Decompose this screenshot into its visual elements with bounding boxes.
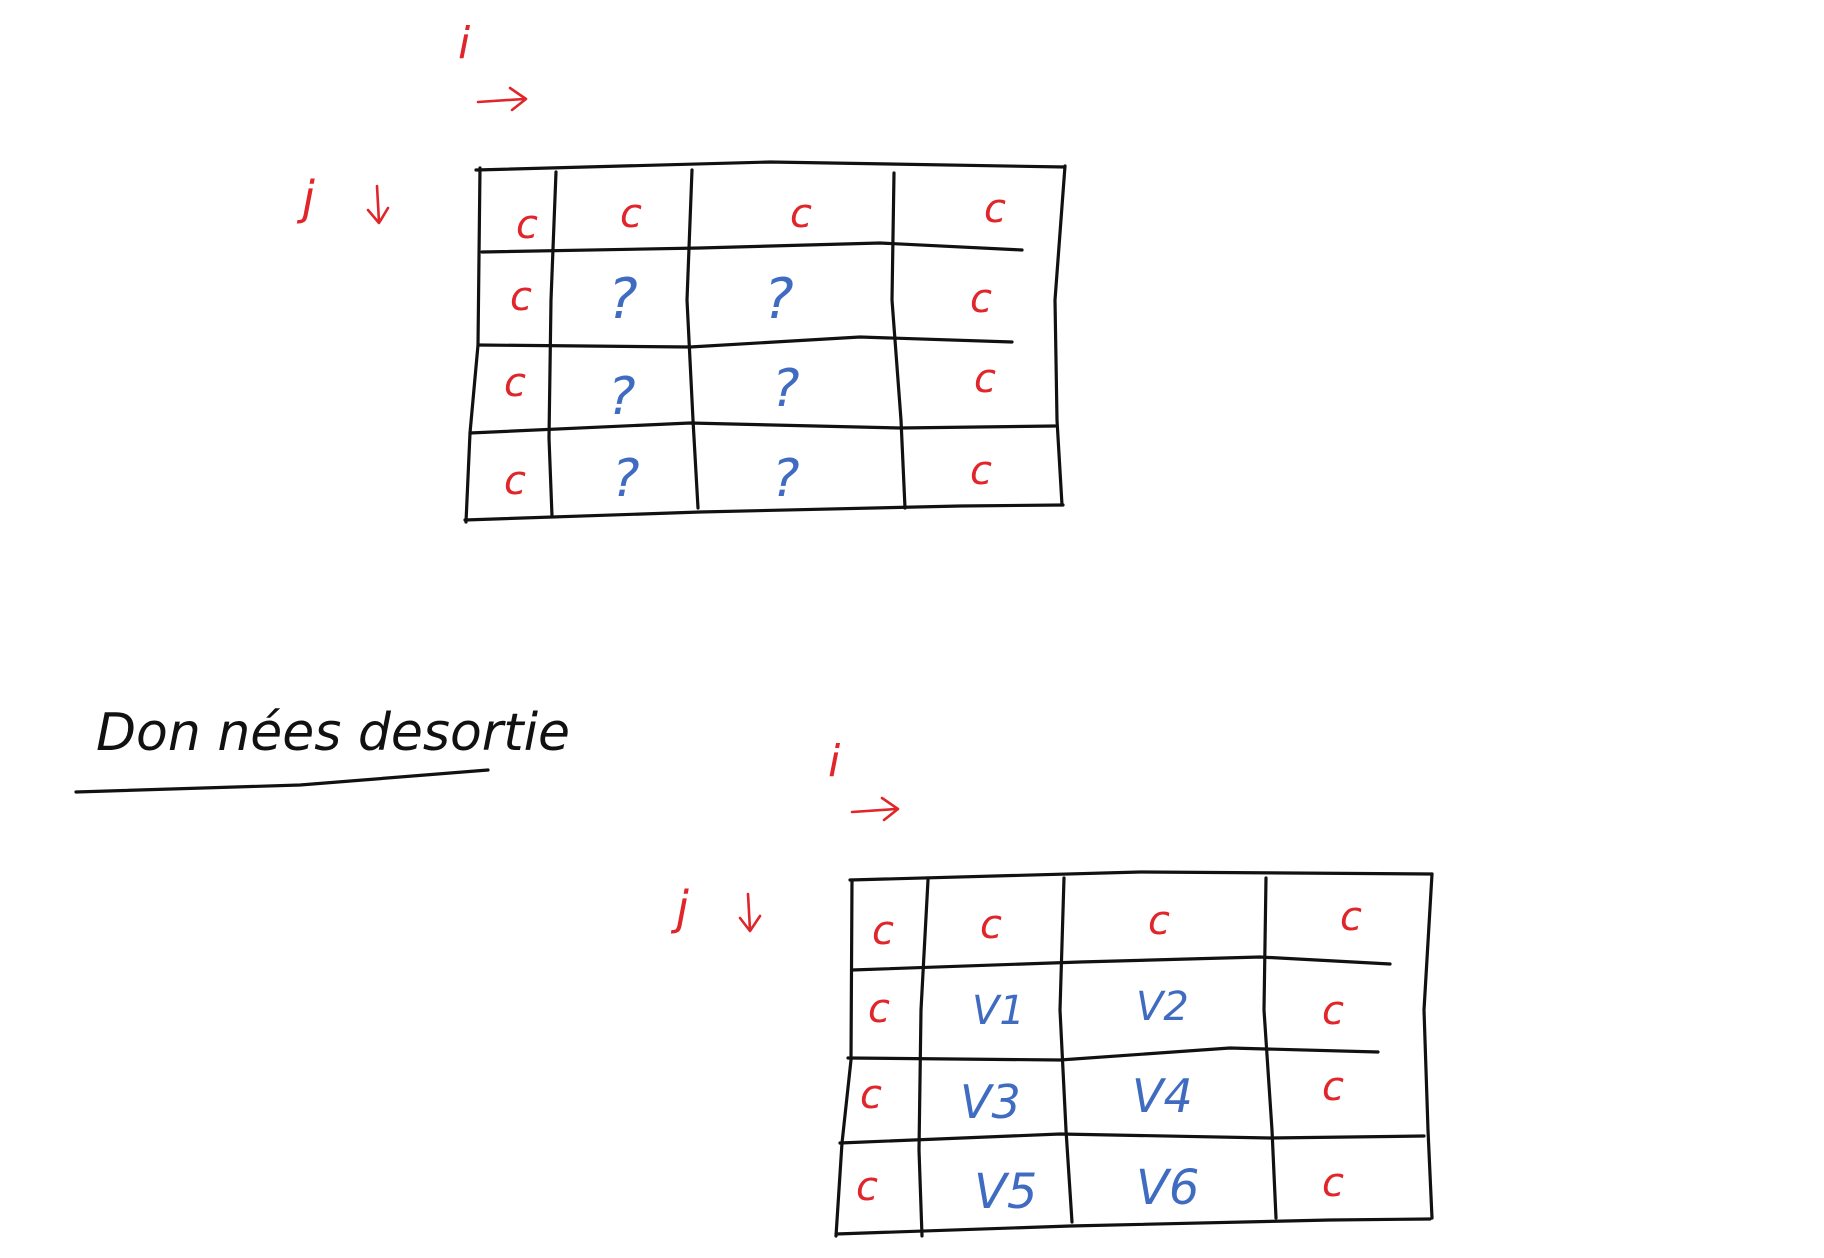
output-cell-r2-c3: c — [1322, 1064, 1344, 1110]
section-title-block: Don nées desortie — [74, 703, 570, 794]
input-cell-r2-c0: c — [504, 360, 526, 406]
input-cell-r0-c3: c — [984, 186, 1006, 232]
input-cell-r1-c3: c — [970, 276, 992, 322]
output-grid-block: i j c c c c c V1 V2 c c V3 V4 — [670, 736, 1434, 1238]
output-grid-lines — [834, 870, 1434, 1238]
input-grid-block: i j c c c c c ? ? c c — [296, 18, 1067, 524]
input-cell-r3-c2: ? — [772, 449, 800, 509]
output-cell-r0-c2: c — [1148, 898, 1170, 944]
output-cell-r2-c2: V4 — [1132, 1069, 1193, 1123]
output-cell-r0-c1: c — [980, 902, 1002, 948]
input-grid-lines — [463, 160, 1067, 524]
output-cell-r1-c3: c — [1322, 988, 1344, 1034]
output-cell-r3-c2: V6 — [1136, 1160, 1199, 1216]
output-i-arrow-icon — [850, 796, 900, 822]
output-cell-r0-c3: c — [1340, 894, 1362, 940]
output-cell-r0-c0: c — [872, 908, 894, 954]
input-cell-r2-c2: ? — [772, 359, 800, 419]
output-cell-r3-c1: V5 — [974, 1164, 1037, 1220]
input-cell-r1-c2: ? — [764, 267, 794, 332]
input-cell-r0-c1: c — [620, 191, 642, 237]
output-cell-r2-c1: V3 — [960, 1075, 1021, 1129]
input-cell-r3-c1: ? — [612, 449, 640, 509]
output-cell-r1-c1: V1 — [972, 988, 1025, 1034]
output-grid-cells: c c c c c V1 V2 c c V3 V4 c c V5 V6 c — [856, 894, 1362, 1220]
input-j-arrow-icon — [366, 184, 390, 225]
output-cell-r3-c3: c — [1322, 1160, 1344, 1206]
input-cell-r0-c2: c — [790, 191, 812, 237]
input-j-label: j — [296, 171, 315, 225]
output-cell-r2-c0: c — [860, 1072, 882, 1118]
input-cell-r3-c3: c — [970, 448, 992, 494]
input-i-label: i — [458, 18, 471, 69]
input-cell-r3-c0: c — [504, 458, 526, 504]
input-cell-r1-c1: ? — [608, 267, 638, 332]
section-title: Don nées desortie — [96, 703, 570, 763]
output-cell-r1-c0: c — [868, 986, 890, 1032]
section-title-underline — [74, 768, 490, 794]
input-i-arrow-icon — [476, 86, 528, 112]
input-cell-r1-c0: c — [510, 274, 532, 320]
output-i-label: i — [828, 736, 841, 787]
input-cell-r0-c0: c — [516, 202, 538, 248]
input-grid-cells: c c c c c ? ? c c ? ? c c ? ? c — [504, 186, 1006, 509]
input-cell-r2-c1: ? — [608, 367, 636, 427]
output-j-label: j — [670, 881, 689, 935]
input-cell-r2-c3: c — [974, 356, 996, 402]
output-cell-r3-c0: c — [856, 1164, 878, 1210]
output-j-arrow-icon — [738, 892, 762, 933]
output-cell-r1-c2: V2 — [1136, 984, 1189, 1030]
